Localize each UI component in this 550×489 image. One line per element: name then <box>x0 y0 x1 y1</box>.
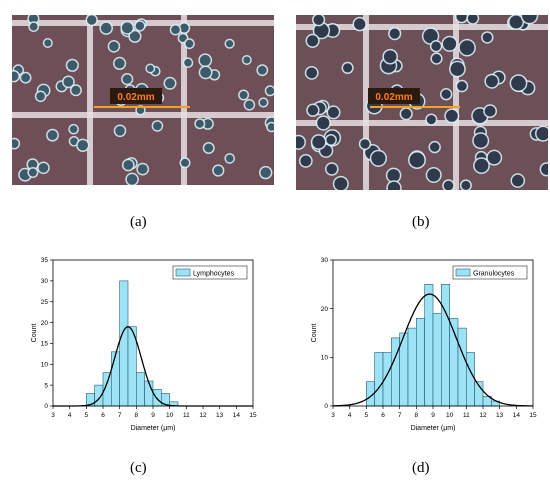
histogram-lymphocytes: 3 4 5 6 7 8 9 10 11 12 13 14 15 0 5 10 15 20 25 30 35 Diamete… <box>31 257 257 432</box>
x-tick-label: 10 <box>166 412 174 419</box>
y-axis-label: Count <box>311 324 318 343</box>
x-tick-label: 6 <box>381 412 385 419</box>
gaussian-fit-line <box>333 293 533 407</box>
histogram-granulocytes: 3 4 5 6 7 8 9 10 11 12 13 14 15 0 10 20 30 Diameter (μm) C… <box>311 257 537 432</box>
x-tick-label: 12 <box>479 412 487 419</box>
cells <box>296 15 548 190</box>
y-tick-label: 0 <box>44 403 48 410</box>
x-tick-label: 15 <box>529 412 537 419</box>
histogram-bar <box>136 372 145 407</box>
x-tick-label: 13 <box>216 412 224 419</box>
caption-c: (c) <box>130 460 147 476</box>
y-tick-label: 30 <box>41 278 49 285</box>
y-tick-label: 0 <box>324 403 328 410</box>
histogram-bar <box>441 283 450 407</box>
x-tick-label: 13 <box>496 412 504 419</box>
scale-label: 0.02mm <box>375 92 412 103</box>
legend-label: Granulocytes <box>473 271 515 278</box>
caption-d: (d) <box>412 460 430 476</box>
histogram-bar <box>407 327 417 407</box>
x-tick-label: 14 <box>513 412 521 419</box>
histogram-bar <box>152 389 162 407</box>
micrograph-lymphocytes: 0.02mm <box>12 15 274 185</box>
scale-label-bg <box>368 88 420 104</box>
x-tick-label: 12 <box>199 412 207 419</box>
y-tick-label: 15 <box>41 341 49 348</box>
x-tick-label: 8 <box>135 412 139 419</box>
x-tick-label: 15 <box>249 412 257 419</box>
x-tick-label: 6 <box>101 412 105 419</box>
x-tick-label: 7 <box>398 412 402 419</box>
legend-box <box>452 265 528 280</box>
grid-lines <box>296 15 548 190</box>
legend-box <box>172 265 248 280</box>
legend-swatch <box>455 268 471 277</box>
y-tick-label: 5 <box>44 382 48 389</box>
y-tick-label: 25 <box>41 299 49 306</box>
histogram-bar <box>466 352 475 407</box>
caption-b: (b) <box>412 214 430 230</box>
legend-swatch <box>175 268 191 277</box>
y-tick-label: 10 <box>41 361 49 368</box>
y-tick-label: 10 <box>321 355 329 362</box>
y-tick-label: 35 <box>41 257 49 264</box>
x-tick-label: 11 <box>183 412 190 419</box>
y-tick-label: 20 <box>321 306 329 313</box>
x-tick-label: 3 <box>331 412 335 419</box>
x-tick-label: 14 <box>233 412 241 419</box>
caption-a: (a) <box>130 214 147 230</box>
x-tick-label: 7 <box>118 412 122 419</box>
x-tick-label: 9 <box>151 412 155 419</box>
x-tick-label: 11 <box>463 412 470 419</box>
legend-label: Lymphocytes <box>193 271 234 278</box>
histogram-bar <box>424 283 434 407</box>
histogram-bar <box>374 352 384 407</box>
micrograph-granulocytes: 0.02mm <box>296 15 548 190</box>
histogram-bar <box>111 351 120 407</box>
x-tick-label: 5 <box>85 412 89 419</box>
x-axis-label: Diameter (μm) <box>411 425 456 432</box>
x-tick-label: 4 <box>68 412 72 419</box>
histogram-bar <box>432 313 442 407</box>
histogram-bar <box>457 327 467 407</box>
y-axis-label: Count <box>31 324 38 343</box>
x-tick-label: 8 <box>415 412 419 419</box>
x-axis-label: Diameter (μm) <box>131 425 176 432</box>
histogram-bar <box>119 280 129 407</box>
x-tick-label: 4 <box>348 412 352 419</box>
y-tick-label: 30 <box>321 257 329 264</box>
x-tick-label: 5 <box>365 412 369 419</box>
x-tick-label: 10 <box>446 412 454 419</box>
y-tick-label: 20 <box>41 320 49 327</box>
scale-label-bg <box>110 88 162 104</box>
histogram-bar <box>144 380 154 407</box>
histogram-bar <box>416 318 425 407</box>
x-tick-label: 3 <box>51 412 55 419</box>
scale-label: 0.02mm <box>117 92 154 103</box>
x-tick-label: 9 <box>431 412 435 419</box>
